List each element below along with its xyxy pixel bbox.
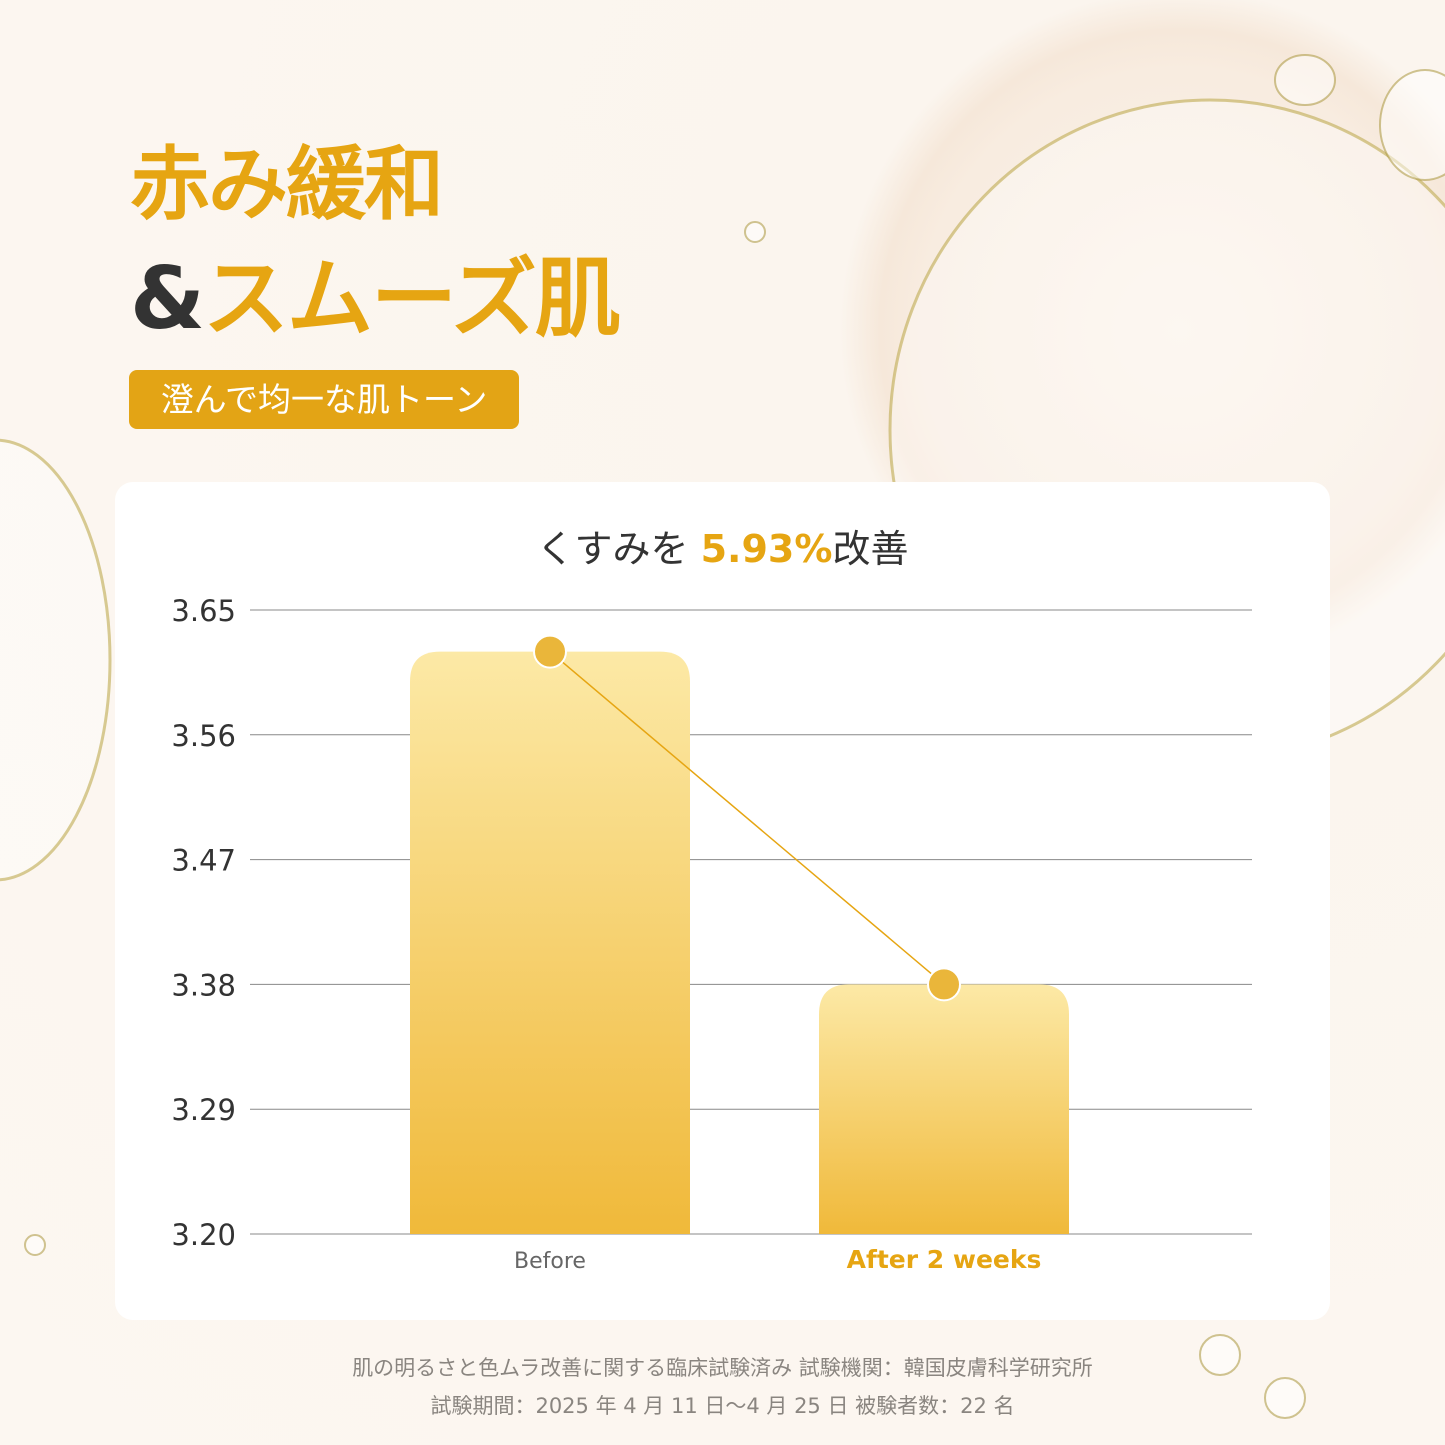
x-tick-label: After 2 weeks [847, 1245, 1042, 1274]
bar-after-2-weeks [819, 984, 1069, 1234]
data-point-marker [533, 634, 567, 669]
background-bubble [0, 438, 112, 882]
background-bubble [1274, 54, 1336, 106]
y-tick-label: 3.29 [171, 1093, 236, 1127]
bar-before [410, 651, 690, 1234]
ampersand: & [130, 249, 205, 349]
background-bubble [24, 1234, 46, 1256]
headline-line2: &スムーズ肌 [130, 228, 621, 353]
headline-line1: 赤み緩和 [130, 138, 444, 231]
data-point-marker [927, 967, 961, 1002]
chart-title-suffix: 改善 [832, 527, 909, 571]
background-bubble [1379, 69, 1445, 181]
trend-line [549, 651, 945, 985]
x-tick-label: Before [514, 1249, 586, 1274]
footnote-line2: 試験期間：2025 年 4 月 11 日〜4 月 25 日 被験者数：22 名 [430, 1394, 1015, 1418]
subtitle-badge: 澄んで均一な肌トーン [129, 370, 519, 429]
background-bubble [1264, 1377, 1306, 1419]
y-tick-label: 3.65 [171, 594, 236, 628]
chart-title: くすみを 5.93%改善 [0, 518, 1445, 573]
chart-title-prefix: くすみを [536, 527, 701, 571]
background-bubble [744, 221, 766, 243]
y-tick-label: 3.47 [171, 844, 236, 878]
footnote-line1: 肌の明るさと色ムラ改善に関する臨床試験済み 試験機関：韓国皮膚科学研究所 [352, 1356, 1093, 1380]
headline-line2-text: スムーズ肌 [203, 249, 621, 349]
y-tick-label: 3.20 [171, 1218, 236, 1252]
background-bubble [1199, 1334, 1241, 1376]
chart-card [115, 482, 1330, 1320]
y-tick-label: 3.56 [171, 719, 236, 753]
y-tick-label: 3.38 [171, 968, 236, 1002]
chart-title-highlight: 5.93% [700, 527, 833, 571]
